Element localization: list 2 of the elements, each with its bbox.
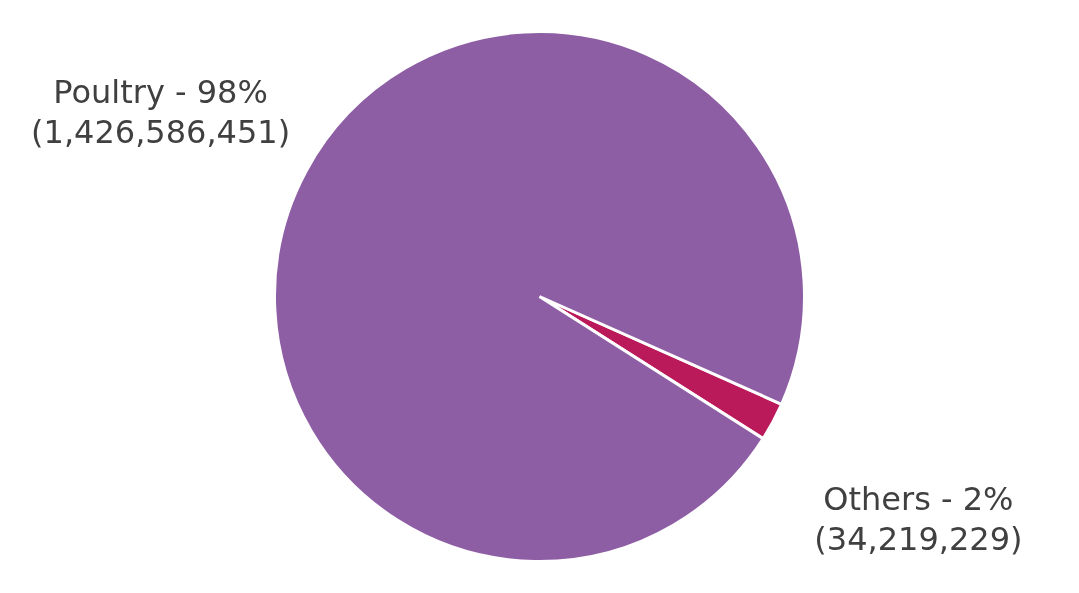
slice-label: Poultry - 98% (1,426,586,451) xyxy=(31,73,291,152)
slice-label: Others - 2% (34,219,229) xyxy=(814,479,1023,558)
